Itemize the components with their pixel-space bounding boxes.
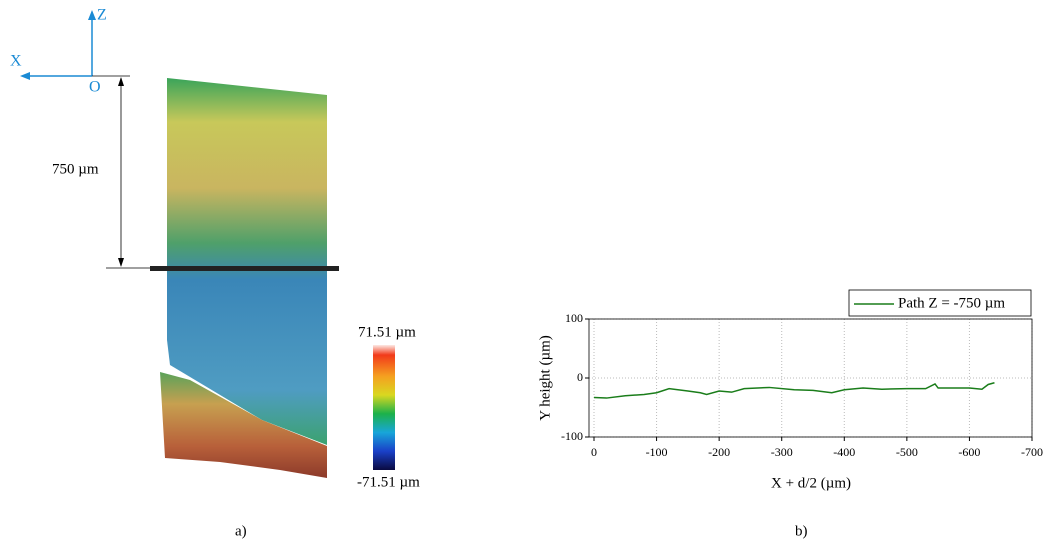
plot-frame xyxy=(588,318,1033,438)
x-tick-label: -400 xyxy=(833,445,855,459)
arrowhead xyxy=(20,72,30,80)
y-axis-title: Y height (µm) xyxy=(537,335,553,421)
arrowhead xyxy=(118,77,124,86)
legend-box xyxy=(848,289,1032,317)
x-tick-label: 0 xyxy=(591,445,597,459)
caption: b) xyxy=(795,523,808,539)
y-tick-label: -100 xyxy=(561,429,583,443)
x-axis-title: X + d/2 (µm) xyxy=(771,475,851,491)
panel-a: Z X O 750 µm 71.51 µm -71.51 µm a) xyxy=(10,7,420,540)
cut-line xyxy=(150,266,339,271)
colorbar-max: 71.51 µm xyxy=(358,324,416,340)
arrowhead xyxy=(118,258,124,267)
x-tick-label: -700 xyxy=(1021,445,1043,459)
x-tick-label: -300 xyxy=(771,445,793,459)
x-tick-label: -500 xyxy=(896,445,918,459)
surface-upper xyxy=(167,78,327,445)
x-tick-label: -100 xyxy=(646,445,668,459)
y-tick-label: 0 xyxy=(577,370,583,384)
data-line xyxy=(593,381,995,399)
colorbar-min: -71.51 µm xyxy=(357,474,420,490)
axis-x-label: X xyxy=(10,53,22,70)
x-tick-label: -200 xyxy=(708,445,730,459)
x-tick-label: -600 xyxy=(958,445,980,459)
origin-label: O xyxy=(89,79,101,96)
caption: a) xyxy=(235,523,247,539)
arrowhead xyxy=(88,10,96,20)
axis-z-label: Z xyxy=(97,7,107,24)
colorbar xyxy=(373,345,395,470)
surface-lower xyxy=(160,372,327,478)
panel-b: b) X + d/2 (µm) Y height (µm) Path Z = -… xyxy=(537,289,1043,539)
dimension-label: 750 µm xyxy=(52,161,99,177)
y-tick-label: 100 xyxy=(565,311,583,325)
legend-label: Path Z = -750 µm xyxy=(898,295,1005,311)
